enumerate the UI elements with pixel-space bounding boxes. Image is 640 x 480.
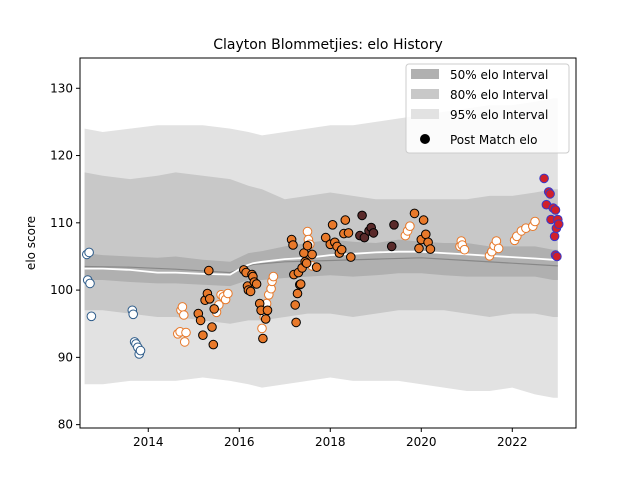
- data-point: [301, 258, 312, 269]
- y-axis-ticks: 80 90 100 110 120 130: [50, 81, 80, 432]
- data-point: [552, 251, 562, 262]
- data-point: [530, 216, 540, 227]
- data-point: [414, 243, 424, 254]
- data-point: [258, 333, 268, 344]
- data-point: [288, 240, 298, 250]
- data-point: [257, 323, 267, 334]
- y-tick-label: 100: [50, 283, 73, 297]
- data-point: [251, 279, 262, 289]
- data-point: [405, 221, 415, 231]
- data-point: [204, 265, 214, 276]
- data-point: [327, 220, 338, 230]
- data-point: [195, 315, 206, 326]
- data-point: [179, 310, 189, 320]
- legend-swatch-50: [411, 69, 439, 79]
- data-point: [135, 345, 146, 356]
- data-point: [357, 210, 367, 221]
- y-tick-label: 110: [50, 216, 73, 230]
- x-tick-label: 2016: [224, 435, 255, 449]
- legend-label-80: 80% elo Interval: [450, 88, 548, 102]
- data-point: [418, 215, 429, 225]
- y-tick-label: 80: [58, 418, 73, 432]
- legend-swatch-95: [411, 109, 439, 119]
- legend-box: [405, 63, 570, 154]
- data-point: [84, 247, 94, 258]
- data-point: [553, 219, 564, 229]
- data-point: [459, 244, 470, 255]
- data-point: [389, 220, 399, 230]
- y-axis-label: elo score: [24, 216, 38, 270]
- data-point: [223, 288, 233, 299]
- data-point: [198, 330, 208, 341]
- data-point: [539, 173, 549, 184]
- x-tick-label: 2018: [315, 435, 346, 449]
- legend-label-95: 95% elo Interval: [450, 108, 548, 122]
- data-point: [346, 252, 356, 262]
- data-point: [359, 232, 370, 243]
- data-point: [208, 339, 219, 350]
- data-point: [343, 228, 354, 238]
- x-axis-ticks: 2014 2016 2018 2020 2022: [133, 428, 528, 449]
- data-point: [336, 244, 347, 255]
- data-point: [409, 208, 420, 219]
- y-tick-label: 130: [50, 81, 73, 95]
- data-point: [207, 322, 217, 332]
- y-tick-label: 90: [58, 350, 73, 364]
- data-point: [320, 232, 331, 243]
- data-point: [292, 288, 303, 299]
- data-point: [302, 240, 313, 251]
- data-point: [386, 241, 397, 252]
- data-point: [307, 249, 317, 260]
- legend-marker-post-match: [420, 134, 430, 144]
- data-point: [368, 228, 379, 238]
- data-point: [290, 300, 301, 310]
- data-point: [177, 302, 188, 312]
- plot-frame: [79, 57, 577, 429]
- data-point: [291, 317, 301, 328]
- data-point: [493, 243, 504, 254]
- data-point: [179, 337, 190, 347]
- x-tick-label: 2014: [133, 435, 164, 449]
- data-point: [245, 286, 256, 297]
- data-point: [260, 314, 271, 324]
- chart-title: Clayton Blommetjies: elo History: [213, 37, 443, 53]
- data-point: [302, 226, 313, 237]
- data-point: [268, 271, 279, 282]
- x-tick-label: 2020: [406, 435, 437, 449]
- data-point: [262, 305, 273, 316]
- data-point: [86, 311, 97, 322]
- legend-label-post-match: Post Match elo: [450, 133, 537, 147]
- chart-legend: 50% elo Interval 80% elo Interval 95% el…: [405, 63, 570, 154]
- data-point: [128, 309, 138, 320]
- x-tick-label: 2022: [497, 435, 528, 449]
- data-point: [204, 294, 215, 304]
- data-point: [295, 279, 306, 289]
- data-point: [545, 189, 555, 199]
- legend-label-50: 50% elo Interval: [450, 68, 548, 82]
- data-point: [340, 215, 351, 225]
- data-point: [550, 205, 561, 215]
- data-point: [181, 327, 191, 338]
- y-tick-label: 120: [50, 149, 73, 163]
- data-point: [85, 278, 95, 289]
- data-point: [421, 229, 431, 240]
- data-point: [209, 304, 219, 314]
- post-match-points: [82, 173, 564, 359]
- data-point: [549, 231, 560, 242]
- data-point: [311, 262, 322, 273]
- legend-swatch-80: [411, 89, 439, 99]
- data-point: [425, 244, 436, 254]
